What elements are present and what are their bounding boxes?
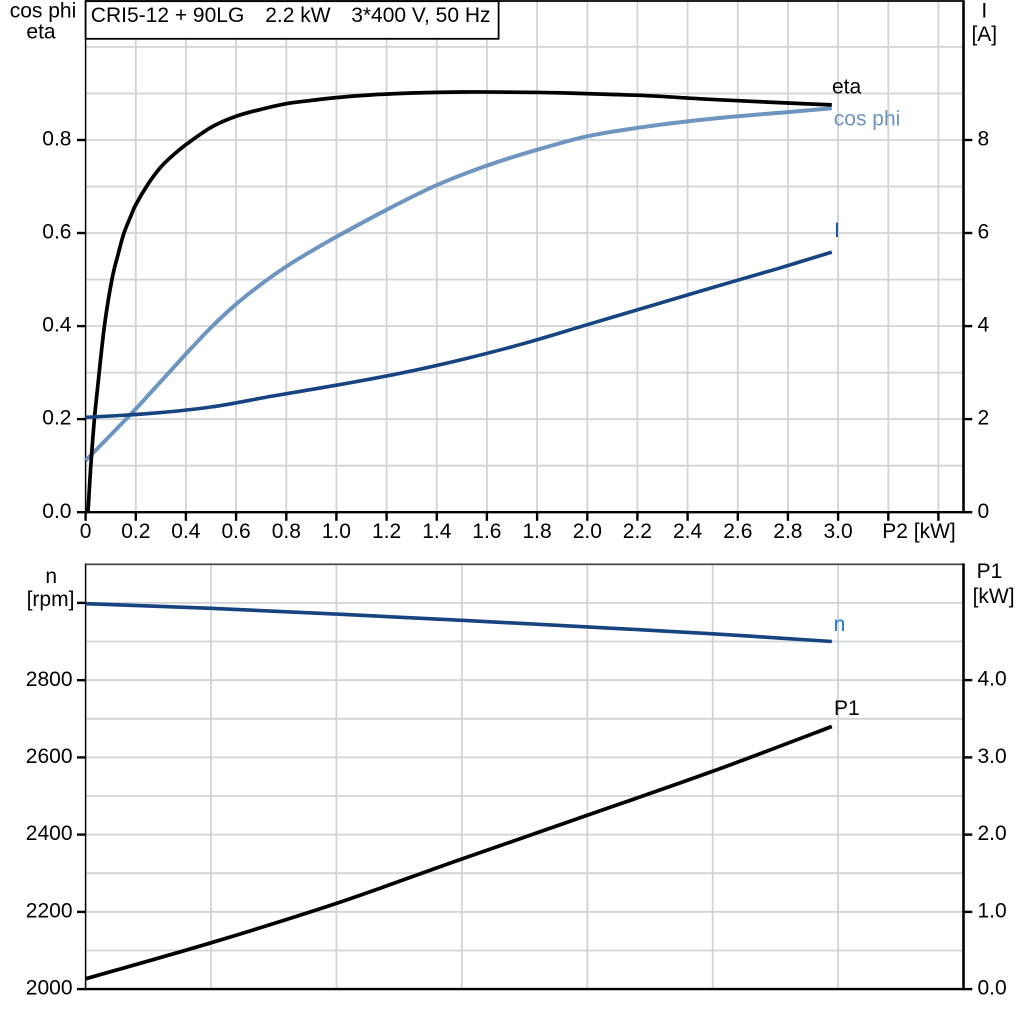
svg-text:n: n — [834, 613, 846, 636]
svg-text:2.0: 2.0 — [573, 520, 602, 543]
svg-text:[rpm]: [rpm] — [27, 588, 75, 611]
svg-text:0.8: 0.8 — [42, 128, 71, 151]
svg-text:1.4: 1.4 — [422, 520, 452, 543]
svg-text:0.4: 0.4 — [42, 314, 72, 337]
svg-text:CRI5-12 + 90LG: CRI5-12 + 90LG — [91, 4, 245, 27]
svg-text:I: I — [981, 0, 987, 23]
svg-text:cos phi: cos phi — [834, 107, 901, 130]
svg-text:0.2: 0.2 — [42, 407, 71, 430]
svg-text:2: 2 — [978, 407, 990, 430]
svg-text:6: 6 — [978, 221, 990, 244]
svg-text:n: n — [45, 565, 57, 588]
svg-text:2.2 kW: 2.2 kW — [265, 4, 331, 27]
svg-text:2.8: 2.8 — [773, 520, 802, 543]
svg-text:0.4: 0.4 — [171, 520, 201, 543]
svg-text:P2 [kW]: P2 [kW] — [882, 520, 956, 543]
svg-text:eta: eta — [832, 75, 862, 98]
svg-text:[kW]: [kW] — [973, 585, 1015, 608]
svg-text:cos phi: cos phi — [10, 0, 77, 23]
svg-text:4.0: 4.0 — [978, 668, 1007, 691]
svg-text:I: I — [834, 219, 840, 242]
svg-text:3*400 V, 50 Hz: 3*400 V, 50 Hz — [351, 4, 490, 27]
svg-text:1.8: 1.8 — [522, 520, 551, 543]
svg-text:4: 4 — [978, 314, 990, 337]
svg-text:eta: eta — [26, 21, 56, 44]
svg-text:1.0: 1.0 — [322, 520, 351, 543]
svg-text:2.0: 2.0 — [978, 822, 1007, 845]
svg-text:0.0: 0.0 — [42, 500, 71, 523]
svg-text:P1: P1 — [977, 560, 1003, 583]
svg-text:0.6: 0.6 — [42, 221, 71, 244]
svg-text:2200: 2200 — [26, 900, 73, 923]
svg-text:0: 0 — [80, 520, 92, 543]
svg-text:2.6: 2.6 — [723, 520, 752, 543]
svg-text:P1: P1 — [834, 697, 860, 720]
svg-text:0.0: 0.0 — [978, 977, 1007, 1000]
svg-text:2000: 2000 — [26, 977, 73, 1000]
svg-text:2400: 2400 — [26, 822, 73, 845]
svg-text:3.0: 3.0 — [823, 520, 852, 543]
svg-text:2800: 2800 — [26, 668, 73, 691]
svg-text:3.0: 3.0 — [978, 745, 1007, 768]
svg-text:[A]: [A] — [971, 23, 997, 46]
svg-text:2600: 2600 — [26, 745, 73, 768]
svg-text:2.4: 2.4 — [673, 520, 703, 543]
svg-text:2.2: 2.2 — [623, 520, 652, 543]
svg-text:1.6: 1.6 — [472, 520, 501, 543]
svg-text:0: 0 — [978, 500, 990, 523]
svg-text:0.8: 0.8 — [272, 520, 301, 543]
svg-text:0.2: 0.2 — [121, 520, 150, 543]
svg-text:8: 8 — [978, 128, 990, 151]
svg-text:1.2: 1.2 — [372, 520, 401, 543]
svg-text:1.0: 1.0 — [978, 900, 1007, 923]
svg-text:0.6: 0.6 — [221, 520, 250, 543]
